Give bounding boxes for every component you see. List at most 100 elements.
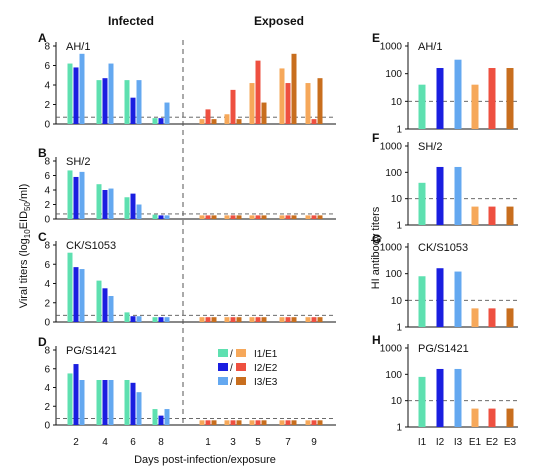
- panel-letter: C: [38, 230, 47, 244]
- bar-e3: [506, 408, 514, 427]
- bar-e2: [311, 215, 317, 219]
- bar-i2: [73, 267, 79, 322]
- y-tick-label: 0: [44, 318, 50, 329]
- bar-i2: [73, 364, 79, 425]
- bar-i1: [96, 80, 102, 124]
- bar-i1: [67, 373, 73, 425]
- legend-slash: /: [230, 363, 233, 374]
- y-tick-label: 0: [44, 215, 50, 226]
- bar-e3: [317, 420, 323, 425]
- bar-i1: [418, 182, 426, 225]
- panel-title: CK/S1053: [66, 240, 116, 252]
- panel-letter: A: [38, 31, 47, 45]
- bar-i1: [418, 84, 426, 129]
- infected-header: Infected: [108, 14, 154, 28]
- y-tick-label: 1: [396, 221, 402, 232]
- bar-i3: [136, 204, 142, 219]
- bar-e3: [291, 317, 297, 322]
- x-tick-label: E2: [486, 437, 499, 448]
- bar-i3: [164, 317, 170, 322]
- bar-i1: [124, 312, 130, 322]
- bar-e2: [205, 215, 211, 219]
- bar-e3: [211, 317, 217, 322]
- bar-i3: [136, 392, 142, 425]
- bar-e2: [285, 83, 291, 124]
- bar-e3: [261, 215, 267, 219]
- bar-e3: [506, 68, 514, 129]
- bar-i3: [164, 409, 170, 425]
- bar-e2: [255, 60, 261, 124]
- legend-label: I3/E3: [254, 377, 278, 388]
- panel-b: B SH/2 0 2 4 6 8: [38, 146, 336, 226]
- bar-e2: [205, 317, 211, 322]
- bar-e3: [261, 102, 267, 124]
- bar-e3: [236, 317, 242, 322]
- bar-e1: [199, 215, 205, 219]
- bar-i3: [454, 368, 462, 427]
- y-tick-label: 1: [396, 125, 402, 136]
- y-tick-label: 100: [385, 269, 402, 280]
- bar-e2: [255, 215, 261, 219]
- bar-i3: [454, 271, 462, 327]
- bar-e3: [236, 215, 242, 219]
- bar-e2: [230, 215, 236, 219]
- y-tick-label: 100: [385, 370, 402, 381]
- bar-e2: [285, 317, 291, 322]
- bar-e3: [261, 420, 267, 425]
- bar-i2: [130, 316, 136, 322]
- legend-label: I1/E1: [254, 349, 278, 360]
- bar-i3: [79, 380, 85, 425]
- bar-i1: [96, 280, 102, 322]
- bar-e3: [261, 317, 267, 322]
- panel-h: H PG/S1421 1 10 100 1000: [372, 333, 518, 434]
- bar-i1: [124, 197, 130, 219]
- y-tick-label: 1: [396, 323, 402, 334]
- x-tick-label: E3: [504, 437, 517, 448]
- bar-i2: [102, 380, 108, 425]
- bar-e2: [285, 215, 291, 219]
- bar-e1: [471, 84, 479, 129]
- y-tick-label: 2: [44, 298, 50, 309]
- bar-i2: [73, 67, 79, 124]
- bar-e1: [305, 317, 311, 322]
- y-tick-label: 1000: [380, 344, 403, 355]
- bar-e2: [488, 68, 496, 129]
- bar-i1: [152, 118, 158, 124]
- exposed-header: Exposed: [254, 14, 304, 28]
- x-tick-label: 2: [73, 437, 79, 448]
- bar-i3: [108, 63, 114, 124]
- panel-g: G CK/S1053 1 10 100 1000: [372, 232, 518, 334]
- bar-i3: [164, 215, 170, 219]
- bar-e1: [199, 317, 205, 322]
- bar-e2: [285, 420, 291, 425]
- bar-i1: [152, 409, 158, 425]
- legend-swatch-i2: [218, 363, 228, 371]
- bar-e3: [291, 215, 297, 219]
- y-tick-label: 0: [44, 421, 50, 432]
- y-tick-label: 4: [44, 81, 50, 92]
- bar-e3: [236, 420, 242, 425]
- y-tick-label: 4: [44, 186, 50, 197]
- bar-i3: [454, 166, 462, 225]
- bar-e1: [471, 206, 479, 225]
- bar-e3: [211, 215, 217, 219]
- bar-i1: [152, 317, 158, 322]
- bar-e1: [279, 68, 285, 124]
- bar-i3: [454, 59, 462, 129]
- bar-e1: [249, 83, 255, 124]
- panel-title: PG/S1421: [66, 345, 117, 357]
- y-tick-label: 2: [44, 200, 50, 211]
- bar-i1: [96, 184, 102, 219]
- bar-e3: [211, 420, 217, 425]
- x-tick-label: I1: [418, 437, 427, 448]
- legend-swatch-i1: [218, 349, 228, 357]
- bar-e3: [506, 206, 514, 225]
- bar-i1: [124, 80, 130, 124]
- bar-i2: [73, 176, 79, 219]
- y-tick-label: 8: [44, 157, 50, 168]
- bar-e2: [255, 420, 261, 425]
- y-tick-label: 2: [44, 402, 50, 413]
- panel-letter: H: [372, 333, 381, 347]
- bar-e1: [279, 420, 285, 425]
- bar-e2: [488, 206, 496, 225]
